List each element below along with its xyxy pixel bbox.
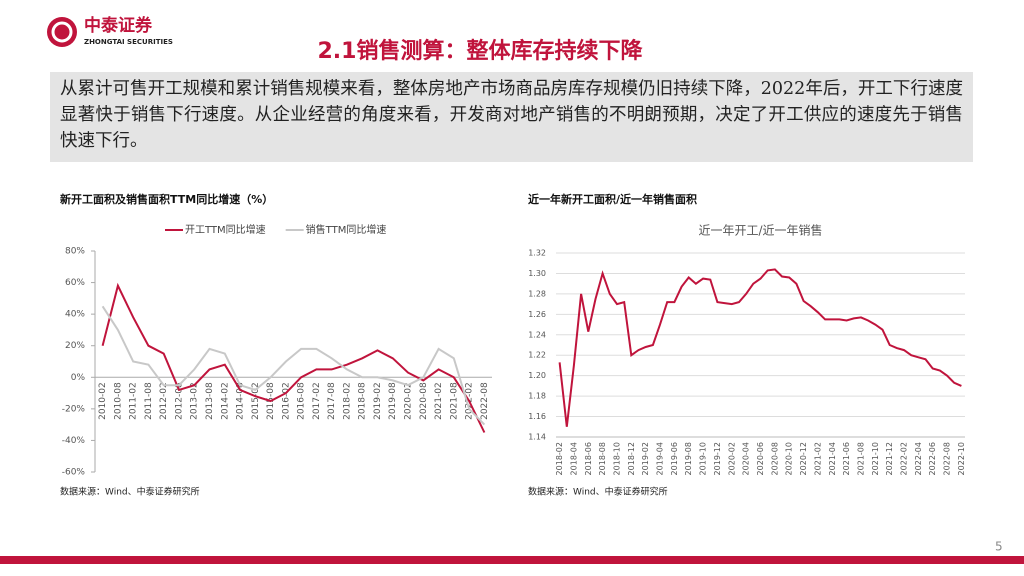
x-tick-label: 2022-08 bbox=[480, 382, 490, 420]
logo-mark bbox=[51, 21, 73, 43]
y-tick-label: 1.24 bbox=[528, 330, 546, 339]
x-tick-label: 2019-02 bbox=[373, 382, 383, 420]
x-tick-label: 2018-12 bbox=[627, 442, 636, 475]
y-tick-label: 1.30 bbox=[528, 269, 546, 278]
x-tick-label: 2013-02 bbox=[190, 382, 200, 420]
x-tick-label: 2020-08 bbox=[419, 382, 429, 420]
x-tick-label: 2022-02 bbox=[900, 442, 909, 475]
x-tick-label: 2018-02 bbox=[555, 442, 564, 475]
x-tick-label: 2011-08 bbox=[144, 382, 154, 420]
x-tick-label: 2022-06 bbox=[928, 442, 937, 475]
x-tick-label: 2013-08 bbox=[205, 382, 215, 420]
x-tick-label: 2020-12 bbox=[799, 442, 808, 475]
x-tick-label: 2019-08 bbox=[684, 442, 693, 475]
x-tick-label: 2018-08 bbox=[598, 442, 607, 475]
x-tick-label: 2020-06 bbox=[756, 442, 765, 475]
x-tick-label: 2014-02 bbox=[220, 382, 230, 420]
brand-name: 中泰证券 bbox=[84, 15, 153, 36]
x-tick-label: 2020-02 bbox=[727, 442, 736, 475]
x-tick-label: 2021-02 bbox=[434, 382, 444, 420]
slide-title: 2.1销售测算：整体库存持续下降 bbox=[318, 38, 644, 64]
legend-label: 销售TTM同比增速 bbox=[306, 223, 387, 236]
y-tick-label: 1.28 bbox=[528, 289, 546, 298]
x-tick-label: 2014-08 bbox=[236, 382, 246, 420]
series-line bbox=[558, 268, 962, 427]
chart-heading: 近一年新开工面积/近一年销售面积 bbox=[528, 192, 697, 206]
x-tick-label: 2019-10 bbox=[699, 442, 708, 475]
y-tick-label: 1.20 bbox=[528, 371, 546, 380]
logo bbox=[47, 17, 77, 47]
x-tick-label: 2015-02 bbox=[251, 382, 261, 420]
source-note: 数据来源：Wind、中泰证券研究所 bbox=[528, 486, 668, 498]
x-tick-label: 2018-02 bbox=[342, 382, 352, 420]
y-tick-label: -40% bbox=[62, 436, 86, 446]
footer-bar bbox=[0, 556, 1024, 564]
y-tick-label: 20% bbox=[65, 341, 85, 351]
x-tick-label: 2021-06 bbox=[842, 442, 851, 475]
x-tick-label: 2021-10 bbox=[871, 442, 880, 475]
x-tick-label: 2010-08 bbox=[113, 382, 123, 420]
legend-label: 开工TTM同比增速 bbox=[185, 223, 266, 236]
summary: 从累计可售开工规模和累计销售规模来看，整体房地产市场商品房库存规模仍旧持续下降，… bbox=[50, 72, 973, 162]
x-tick-label: 2019-12 bbox=[713, 442, 722, 475]
x-tick-label: 2018-06 bbox=[584, 442, 593, 475]
y-tick-label: 80% bbox=[65, 247, 85, 257]
y-tick-label: 1.26 bbox=[528, 310, 546, 319]
x-tick-label: 2020-04 bbox=[742, 442, 751, 475]
x-tick-label: 2017-08 bbox=[327, 382, 337, 420]
page-number: 5 bbox=[995, 540, 1003, 554]
x-tick-label: 2018-04 bbox=[569, 442, 578, 475]
x-tick-label: 2021-02 bbox=[813, 442, 822, 475]
x-tick-label: 2019-06 bbox=[670, 442, 679, 475]
x-tick-label: 2016-08 bbox=[297, 382, 307, 420]
x-tick-label: 2020-08 bbox=[770, 442, 779, 475]
y-tick-label: 0% bbox=[71, 373, 86, 383]
y-tick-label: 1.14 bbox=[528, 433, 546, 442]
x-tick-label: 2021-08 bbox=[449, 382, 459, 420]
chart-subtitle: 近一年开工/近一年销售 bbox=[698, 223, 822, 238]
x-tick-label: 2019-02 bbox=[641, 442, 650, 475]
x-tick-label: 2021-04 bbox=[828, 442, 837, 475]
x-tick-label: 2010-02 bbox=[98, 382, 108, 420]
x-tick-label: 2020-02 bbox=[404, 382, 414, 420]
x-tick-label: 2019-04 bbox=[656, 442, 665, 475]
x-tick-label: 2021-08 bbox=[856, 442, 865, 475]
y-tick-label: 1.16 bbox=[528, 412, 546, 421]
x-tick-label: 2021-12 bbox=[885, 442, 894, 475]
y-tick-label: 60% bbox=[65, 278, 85, 288]
x-tick-label: 2022-04 bbox=[914, 442, 923, 475]
x-tick-label: 2012-08 bbox=[174, 382, 184, 420]
x-tick-label: 2016-02 bbox=[281, 382, 291, 420]
y-tick-label: -60% bbox=[62, 468, 86, 478]
y-tick-label: 40% bbox=[65, 310, 85, 320]
x-tick-label: 2019-08 bbox=[388, 382, 398, 420]
y-tick-label: 1.32 bbox=[528, 249, 546, 258]
source-note: 数据来源：Wind、中泰证券研究所 bbox=[60, 486, 200, 498]
y-tick-label: 1.18 bbox=[528, 392, 546, 401]
series-line bbox=[101, 305, 486, 426]
x-tick-label: 2020-10 bbox=[785, 442, 794, 475]
x-tick-label: 2022-08 bbox=[943, 442, 952, 475]
brand-english: ZHONGTAI SECURITIES bbox=[84, 38, 173, 46]
chart-heading: 新开工面积及销售面积TTM同比增速（%） bbox=[60, 192, 273, 206]
x-tick-label: 2012-02 bbox=[159, 382, 169, 420]
y-tick-label: -20% bbox=[62, 404, 86, 414]
x-tick-label: 2018-08 bbox=[358, 382, 368, 420]
x-tick-label: 2017-02 bbox=[312, 382, 322, 420]
x-tick-label: 2011-02 bbox=[129, 382, 139, 420]
x-tick-label: 2018-10 bbox=[612, 442, 621, 475]
y-tick-label: 1.22 bbox=[528, 351, 546, 360]
x-tick-label: 2022-10 bbox=[957, 442, 966, 475]
